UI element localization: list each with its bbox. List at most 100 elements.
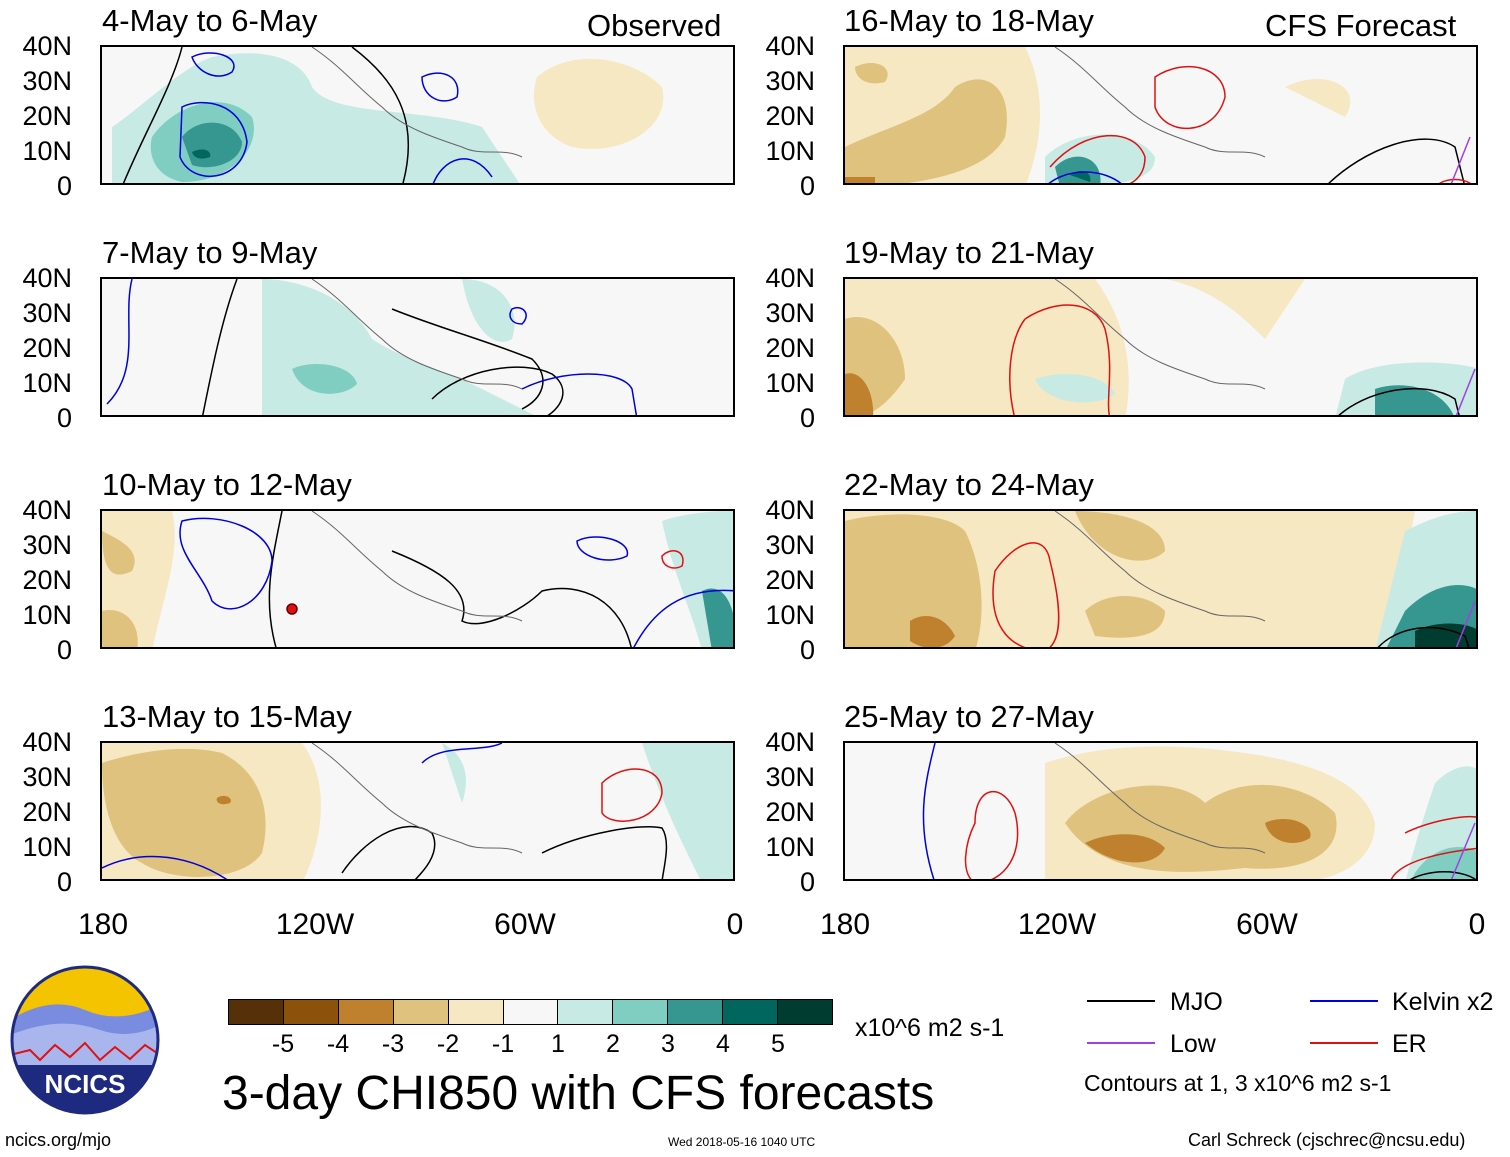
lat-tick-right-row4-20n: 20N [765,797,815,827]
lat-tick-right-row3-40n: 40N [765,495,815,525]
map-panel-6 [843,277,1478,417]
logo-text: NCICS [45,1069,126,1099]
footer-site: ncics.org/mjo [5,1130,112,1150]
panel-title-3: 10-May to 12-May [102,467,352,502]
lat-tick-left-row1-40n: 40N [22,31,72,61]
lon-tick-left-0: 0 [726,908,744,941]
footer-author: Carl Schreck (cjschrec@ncsu.edu) [1188,1130,1466,1150]
lon-tick-right-60w: 60W [1236,908,1298,941]
footer-timestamp: Wed 2018-05-16 1040 UTC [668,1135,816,1149]
colorbar-tick: 3 [661,1030,675,1058]
panel-title-6: 19-May to 21-May [844,235,1094,270]
anomaly-map-8 [922,743,1476,879]
observed-label: Observed [587,8,722,43]
lat-tick-left-row3-30n: 30N [22,530,72,560]
colorbar-tick: -4 [326,1030,350,1058]
map-panel-4 [100,741,735,881]
lat-tick-right-row2-20n: 20N [765,333,815,363]
legend-mjo-line [1087,1000,1155,1002]
colorbar-tick: 1 [551,1030,565,1058]
anomaly-map-5 [845,47,1472,183]
lat-tick-left-row3-0: 0 [56,635,72,665]
lat-tick-left-row2-10n: 10N [22,368,72,398]
lat-tick-left-row2-20n: 20N [22,333,72,363]
colorbar-units: x10^6 m2 s-1 [855,1014,1005,1042]
contour-note: Contours at 1, 3 x10^6 m2 s-1 [1084,1070,1392,1096]
anomaly-map-2 [106,279,638,415]
lat-tick-right-row1-10n: 10N [765,136,815,166]
lat-tick-left-row2-40n: 40N [22,263,72,293]
map-panel-7 [843,509,1478,649]
panel-title-4: 13-May to 15-May [102,699,352,734]
lon-tick-right-120w: 120W [1017,908,1097,941]
legend-mjo-label: MJO [1170,988,1223,1016]
map-panel-3 [100,509,735,649]
lon-tick-right-180: 180 [819,908,871,941]
lat-tick-right-row3-10n: 10N [765,600,815,630]
lat-tick-right-row3-20n: 20N [765,565,815,595]
colorbar-cell [283,1000,339,1024]
lat-tick-left-row4-10n: 10N [22,832,72,862]
lat-tick-left-row2-0: 0 [56,403,72,433]
lat-tick-right-row4-40n: 40N [765,727,815,757]
colorbar-cell [338,1000,394,1024]
lat-tick-left-row3-40n: 40N [22,495,72,525]
lat-tick-right-row1-20n: 20N [765,101,815,131]
lat-tick-right-row1-40n: 40N [765,31,815,61]
legend-er-label: ER [1392,1030,1427,1058]
cfs-forecast-label: CFS Forecast [1265,8,1457,43]
lon-tick-left-120w: 120W [275,908,355,941]
main-title: 3-day CHI850 with CFS forecasts [222,1067,935,1120]
lat-tick-left-row1-10n: 10N [22,136,72,166]
colorbar-cell [229,1000,284,1024]
legend-low-line [1087,1042,1155,1044]
lon-tick-right-0: 0 [1468,908,1486,941]
colorbar-cell [778,1000,832,1024]
lat-tick-right-row2-30n: 30N [765,298,815,328]
lon-tick-left-180: 180 [77,908,129,941]
lat-tick-left-row4-0: 0 [56,867,72,897]
lat-tick-right-row4-10n: 10N [765,832,815,862]
colorbar-tick: 4 [716,1030,730,1058]
anomaly-map-7 [845,511,1476,647]
colorbar [228,999,833,1025]
lat-tick-left-row3-10n: 10N [22,600,72,630]
anomaly-map-4 [102,743,733,879]
lat-tick-right-row2-40n: 40N [765,263,815,293]
lat-tick-right-row1-0: 0 [799,171,815,201]
map-panel-8 [843,741,1478,881]
anomaly-map-6 [845,279,1476,415]
colorbar-cell [503,1000,559,1024]
lat-tick-right-row3-30n: 30N [765,530,815,560]
panel-title-2: 7-May to 9-May [102,235,318,270]
anomaly-map-3 [102,511,733,647]
map-panel-1 [100,45,735,185]
panel-title-7: 22-May to 24-May [844,467,1094,502]
lat-tick-left-row4-20n: 20N [22,797,72,827]
lat-tick-right-row4-0: 0 [799,867,815,897]
legend-low-label: Low [1170,1030,1216,1058]
lat-tick-right-row3-0: 0 [799,635,815,665]
colorbar-tick: -5 [271,1030,295,1058]
colorbar-cell [613,1000,669,1024]
legend-kelvin-label: Kelvin x2 [1392,988,1494,1016]
lon-tick-left-60w: 60W [494,908,556,941]
colorbar-tick: 2 [606,1030,620,1058]
lat-tick-left-row4-40n: 40N [22,727,72,757]
colorbar-cell [448,1000,504,1024]
panel-title-1: 4-May to 6-May [102,3,318,38]
colorbar-cell [393,1000,449,1024]
lat-tick-left-row4-30n: 30N [22,762,72,792]
colorbar-tick: -2 [436,1030,460,1058]
colorbar-cell [723,1000,779,1024]
map-panel-2 [100,277,735,417]
colorbar-tick: -3 [381,1030,405,1058]
legend-er-line [1310,1042,1378,1044]
lat-tick-right-row4-30n: 30N [765,762,815,792]
colorbar-cell [558,1000,614,1024]
map-panel-5 [843,45,1478,185]
panel-title-8: 25-May to 27-May [844,699,1094,734]
panel-title-5: 16-May to 18-May [844,3,1094,38]
lat-tick-left-row2-30n: 30N [22,298,72,328]
ncics-logo: NCICS [10,965,160,1115]
